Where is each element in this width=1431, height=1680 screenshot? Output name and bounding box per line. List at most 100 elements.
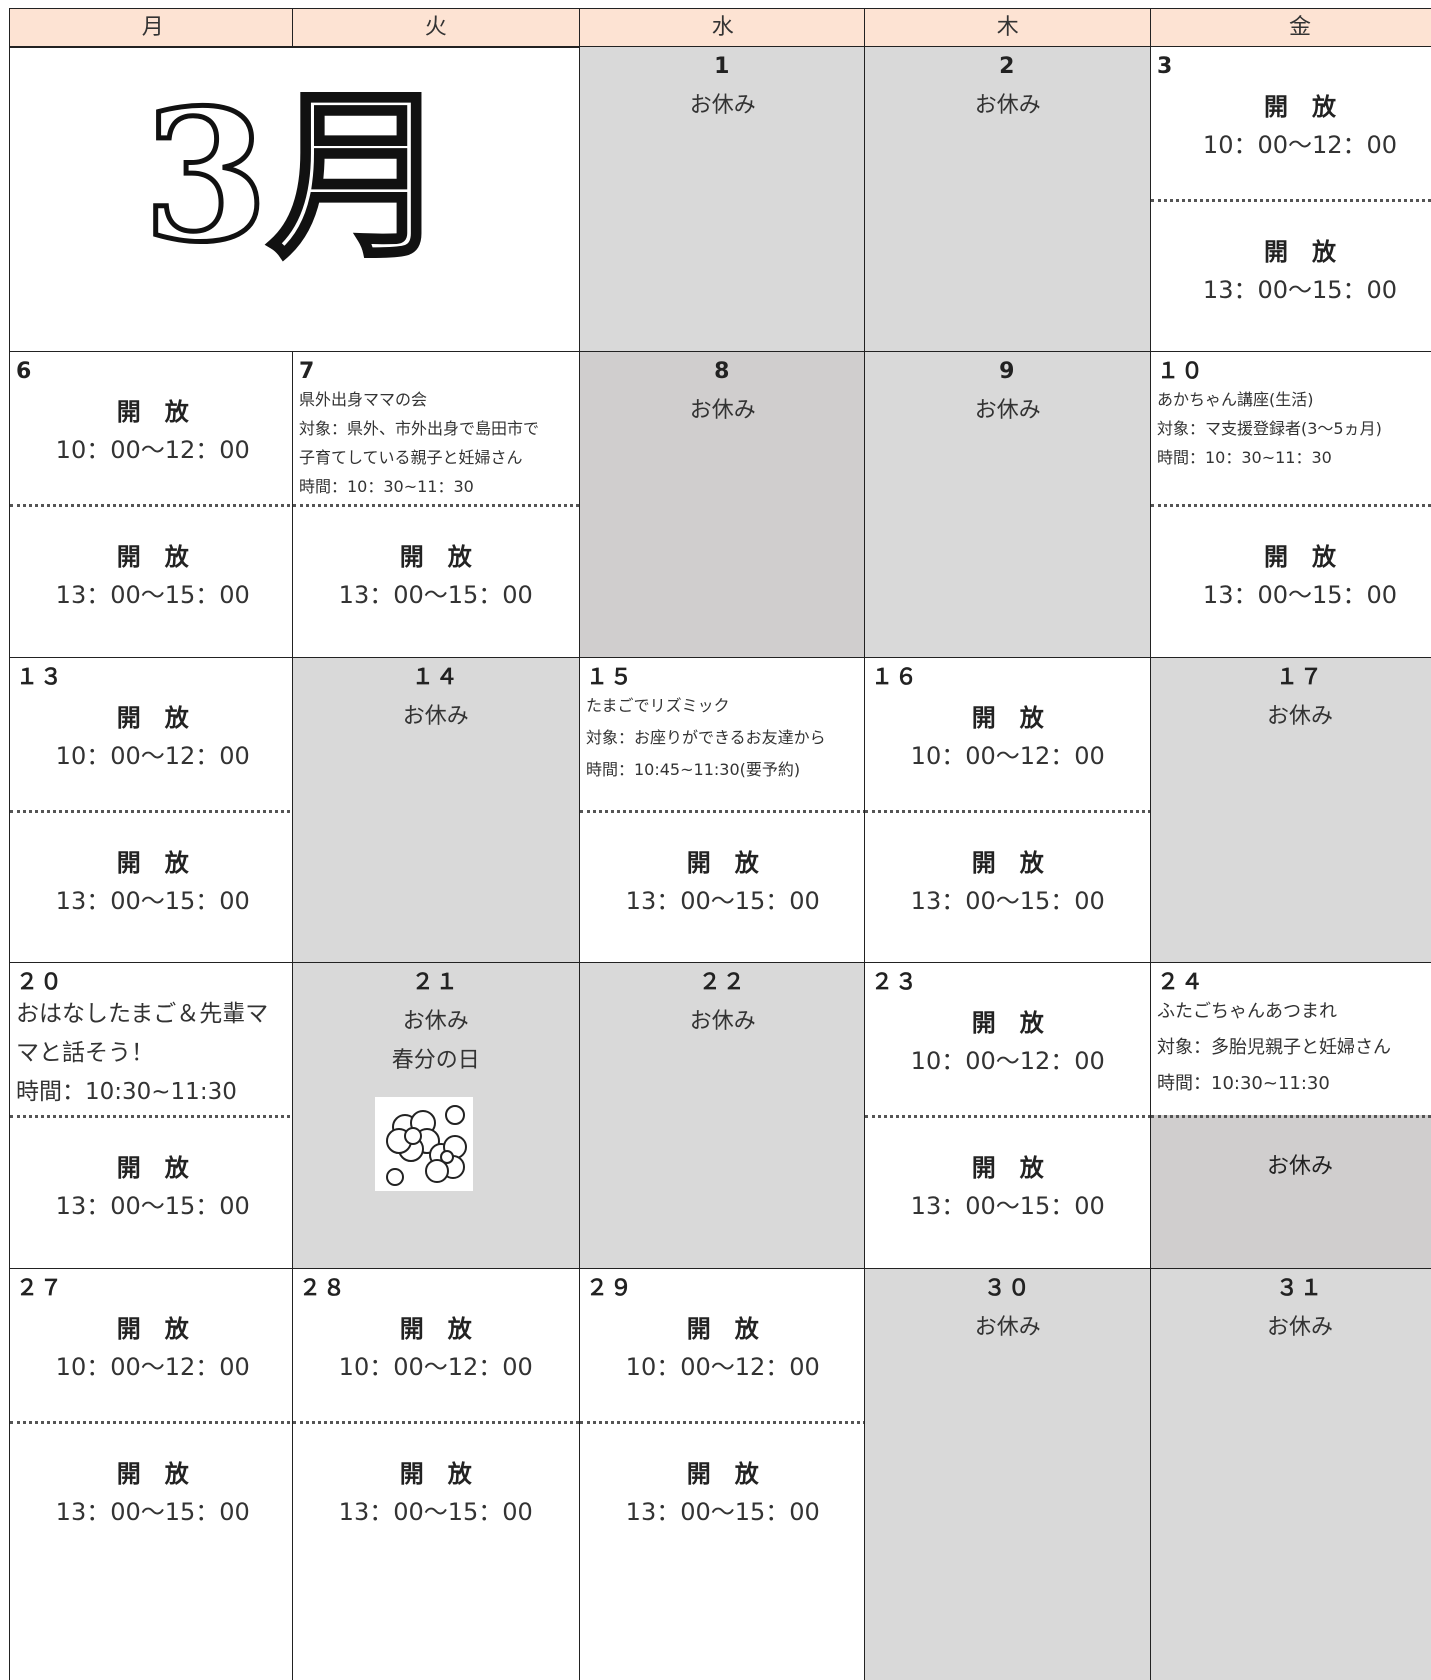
am-line: 対象：お座りができるお友達から [586,728,826,747]
am-line: 対象：多胎児親子と妊婦さん [1157,1037,1391,1058]
date: 6 [16,359,34,384]
day-cell: 6 開 放 10：00〜12：00 開 放 13：00〜15：00 [9,351,297,660]
am-line: あかちゃん講座(生活) [1157,390,1314,409]
day-cell: １７ お休み [1150,657,1431,965]
am-line: お休み [1266,704,1333,729]
day-cell: 8 お休み [579,351,867,660]
date: 1 [714,54,732,79]
pm-line: 13：00〜15：00 [910,1192,1105,1220]
day-header: 月 [9,8,297,48]
day-cell: ２７ 開 放 10：00〜12：00 開 放 13：00〜15：00 [9,1268,297,1680]
pm-section: 開 放 13：00〜15：00 [10,1421,296,1680]
day-cell: １５ たまごでリズミック 対象：お座りができるお友達から 時間：10:45~11:30… [579,657,867,965]
am-line: おはなしたまご＆先輩マ [16,1001,269,1027]
date: ２１ [411,970,460,995]
date: １５ [586,665,635,690]
day-cell: ２１ お休み 春分の日 [292,962,580,1271]
date: １０ [1157,359,1206,384]
pm-line: 開 放 [116,543,189,571]
date: ２２ [698,970,747,995]
am-line: 県外出身ママの会 [299,390,428,409]
day-cell: ３０ お休み [864,1268,1152,1680]
pm-line: 開 放 [116,849,189,877]
am-line: お休み [974,93,1041,118]
am-line: 10：00〜12：00 [910,742,1105,770]
day-cell: ２０ おはなしたまご＆先輩マ マと話そう！ 時間：10:30~11:30 開 放 13：0… [9,962,297,1271]
am-line: お休み [402,1009,469,1034]
pm-line: 13：00〜15：00 [55,581,250,609]
am-line: 開 放 [1264,93,1336,121]
am-line: 10：00〜12：00 [338,1353,533,1381]
am-line: 10：00〜12：00 [55,436,250,464]
pm-section: 開 放 13：00〜15：00 [865,810,1151,964]
flower-icon [375,1097,473,1191]
am-line: マと話そう！ [16,1040,154,1066]
date: 3 [1157,54,1175,79]
pm-line: お休み [1266,1154,1333,1179]
am-line: 10：00〜12：00 [1202,131,1398,159]
date: ２３ [871,970,920,995]
day-header: 火 [292,8,580,48]
day-header: 木 [864,8,1152,48]
am-line: お休み [689,1009,756,1034]
am-line: お休み [402,704,469,729]
pm-section: 開 放 13：00〜15：00 [1151,504,1431,659]
pm-line: 開 放 [1264,238,1336,266]
am-line: ふたごちゃんあつまれ [1157,1001,1337,1022]
am-line: 10：00〜12：00 [910,1047,1105,1075]
am-line: 開 放 [116,398,189,426]
am-line: お休み [1266,1315,1333,1340]
date: 2 [999,54,1017,79]
date: ３１ [1275,1276,1324,1301]
pm-line: 開 放 [686,849,759,877]
pm-line: 13：00〜15：00 [1202,581,1398,609]
pm-section: 開 放 13：00〜15：00 [580,810,866,964]
pm-line: 13：00〜15：00 [910,887,1105,915]
am-line: お休み [689,93,756,118]
pm-section: 開 放 13：00〜15：00 [865,1115,1151,1270]
am-line: 10：00〜12：00 [55,1353,250,1381]
day-name: 木 [996,15,1019,40]
am-line: 時間：10:30~11:30 [16,1079,237,1105]
pm-line: 開 放 [686,1460,759,1488]
pm-section: お休み [1151,1115,1431,1270]
day-cell: １６ 開 放 10：00〜12：00 開 放 13：00〜15：00 [864,657,1152,965]
am-line: お休み [974,1315,1041,1340]
date: ２８ [299,1276,348,1301]
day-cell: ２８ 開 放 10：00〜12：00 開 放 13：00〜15：00 [292,1268,580,1680]
day-cell: １４ お休み [292,657,580,965]
date: １３ [16,665,65,690]
day-cell: 3 開 放 10：00〜12：00 開 放 13：00〜15：00 [1150,46,1431,354]
am-line: 時間：10:45~11:30(要予約) [586,760,801,779]
day-name: 水 [711,15,734,40]
date: ２９ [586,1276,635,1301]
month-illustration: 3月 [141,71,451,282]
am-line: 時間：10:30~11:30 [1157,1073,1330,1094]
day-cell: ２４ ふたごちゃんあつまれ対象：多胎児親子と妊婦さん 時間：10:30~11:30 お… [1150,962,1431,1271]
am-line: 対象：県外、市外出身で島田市で [299,419,540,438]
am-line: 時間：10：30~11：30 [299,477,474,496]
pm-line: 13：00〜15：00 [625,1498,820,1526]
pm-line: 13：00〜15：00 [338,1498,533,1526]
pm-section: 開 放 13：00〜15：00 [10,810,296,964]
date: 9 [999,359,1017,384]
date: 8 [714,359,732,384]
date: １７ [1275,665,1324,690]
am-line: 開 放 [116,704,189,732]
am-line: お休み [689,398,756,423]
date: ２４ [1157,970,1206,995]
pm-line: 13：00〜15：00 [55,1498,250,1526]
pm-section: 開 放 13：00〜15：00 [293,504,579,659]
date: １４ [411,665,460,690]
day-header: 金 [1150,8,1431,48]
pm-line: 13：00〜15：00 [1202,276,1398,304]
pm-section: 開 放 13：00〜15：00 [10,1115,296,1270]
am-line: 開 放 [399,1315,472,1343]
date: ３０ [983,1276,1032,1301]
date: １６ [871,665,920,690]
illustration-cell: 3月 [9,46,583,354]
day-header: 水 [579,8,867,48]
am-line: 子育てしている親子と妊婦さん [299,448,523,467]
